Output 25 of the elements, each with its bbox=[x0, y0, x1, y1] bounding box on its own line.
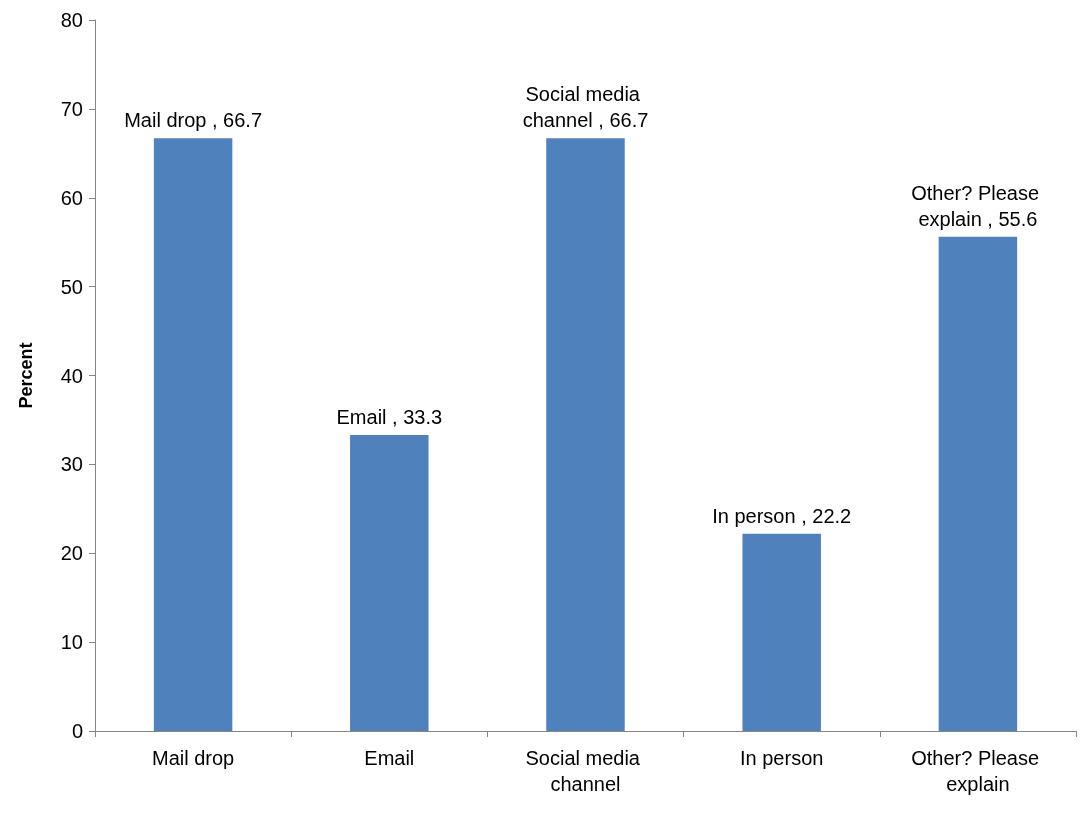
data-label: Email , 33.3 bbox=[336, 406, 443, 429]
y-tick-label: 30 bbox=[60, 453, 83, 476]
x-tick-label: Social media channel bbox=[525, 747, 646, 795]
y-tick-label: 0 bbox=[71, 720, 83, 742]
bar bbox=[938, 236, 1018, 731]
data-label: Social media channel , 66.7 bbox=[522, 83, 649, 132]
x-tick-label: Mail drop bbox=[151, 747, 235, 769]
y-tick-label: 10 bbox=[60, 631, 83, 654]
bar bbox=[742, 533, 821, 731]
y-tick-label: 60 bbox=[60, 186, 83, 209]
y-tick-label: 40 bbox=[60, 364, 83, 387]
bar bbox=[546, 138, 625, 731]
y-tick-label: 50 bbox=[60, 275, 83, 298]
y-axis-title: Percent bbox=[16, 342, 36, 409]
x-tick-label: Email bbox=[364, 747, 415, 769]
y-tick-label: 20 bbox=[60, 542, 83, 565]
data-label: Mail drop , 66.7 bbox=[124, 109, 263, 132]
x-tick-label: Other? Please explain bbox=[911, 747, 1045, 795]
x-tick-label: In person bbox=[740, 747, 824, 769]
data-label: In person , 22.2 bbox=[712, 504, 852, 527]
y-tick-label: 70 bbox=[60, 97, 83, 120]
y-tick-label: 80 bbox=[60, 9, 83, 31]
data-label: Other? Please explain , 55.6 bbox=[911, 181, 1045, 230]
bar bbox=[153, 138, 233, 731]
bar bbox=[350, 435, 429, 731]
